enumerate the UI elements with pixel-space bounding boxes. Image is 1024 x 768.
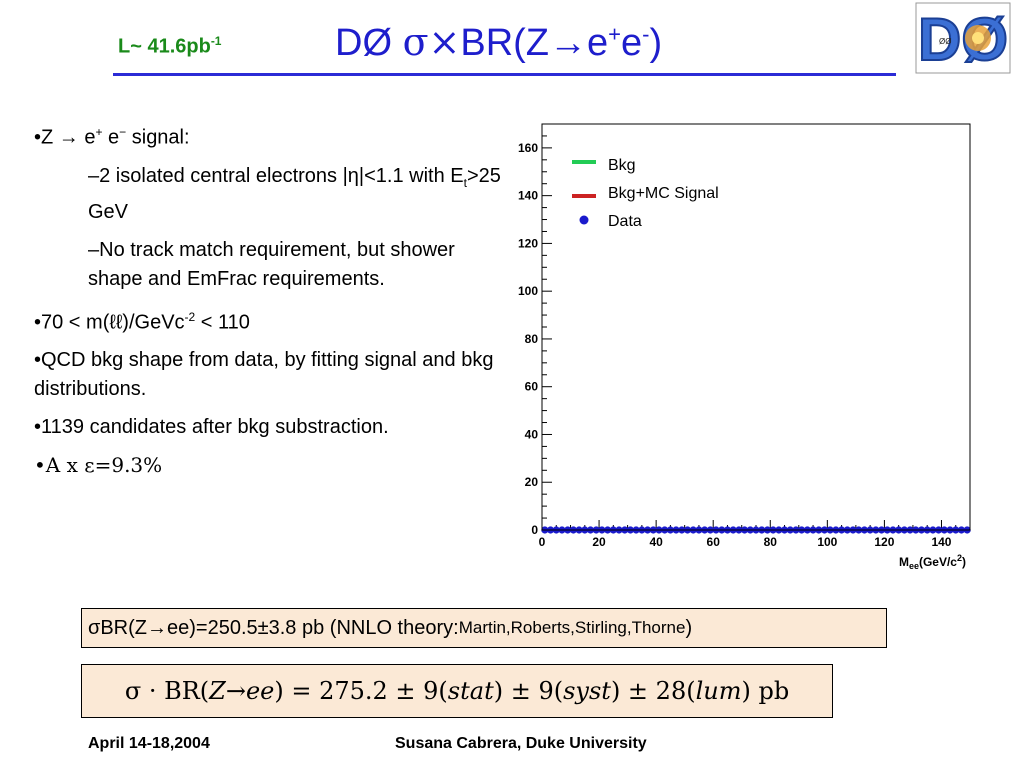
x-tick-label: 80 bbox=[764, 535, 778, 549]
legend-data-swatch bbox=[579, 215, 589, 225]
bullet-signal: •Z → e+ e− signal: bbox=[34, 125, 190, 149]
y-tick-label: 20 bbox=[525, 475, 539, 489]
bullet-candidates: •1139 candidates after bkg substraction. bbox=[34, 416, 389, 439]
x-tick-label: 120 bbox=[874, 535, 894, 549]
legend-label: Bkg+MC Signal bbox=[608, 185, 719, 202]
bullet-mass-window: •70 < m(ℓℓ)/GeVc-2 < 110 bbox=[34, 309, 250, 334]
mass-histogram: 0 20 40 60 80 100 120 140020406080100120140160 … bbox=[518, 123, 971, 571]
measured-result-box: σ · BR(Z → ee) = 275.2 ± 9(stat) ± 9(sys… bbox=[81, 664, 833, 718]
bullet-qcd-bkg: •QCD bkg shape from data, by fitting sig… bbox=[34, 349, 494, 401]
x-axis-label: Mee(GeV/c2) bbox=[899, 553, 966, 571]
x-tick-label: 140 bbox=[931, 535, 951, 549]
footer-date: April 14-18,2004 bbox=[88, 735, 210, 752]
y-tick-label: 140 bbox=[518, 189, 538, 203]
plot-frame bbox=[541, 123, 971, 531]
y-tick-label: 120 bbox=[518, 236, 538, 250]
slide-title: DØ σ×BR(Z→e+e-) bbox=[335, 20, 663, 64]
bullet-acceptance: •A x ε=9.3% bbox=[34, 453, 163, 478]
x-tick-label: 0 bbox=[539, 535, 546, 549]
y-tick-label: 100 bbox=[518, 284, 538, 298]
sub-bullet-electrons: –2 isolated central electrons |η|<1.1 wi… bbox=[88, 164, 501, 223]
y-tick-label: 160 bbox=[518, 141, 538, 155]
d0-logo: DØ ØØ bbox=[915, 2, 1011, 74]
y-tick-label: 0 bbox=[531, 523, 538, 537]
x-tick-label: 20 bbox=[592, 535, 606, 549]
theory-result-box: σBR(Z→ee)=250.5±3.8 pb (NNLO theory: Mar… bbox=[81, 608, 887, 648]
x-tick-label: 100 bbox=[817, 535, 837, 549]
svg-text:DØ: DØ bbox=[918, 6, 1008, 73]
sub-bullet-track-match: –No track match requirement, but shower … bbox=[88, 238, 455, 290]
luminosity-label: L~ 41.6pb-1 bbox=[118, 34, 222, 58]
y-tick-label: 60 bbox=[525, 380, 539, 394]
x-tick-label: 60 bbox=[707, 535, 721, 549]
footer-author: Susana Cabrera, Duke University bbox=[395, 735, 647, 752]
legend-label: Bkg bbox=[608, 157, 636, 174]
y-tick-label: 80 bbox=[525, 332, 539, 346]
legend-label: Data bbox=[608, 213, 642, 230]
y-tick-label: 40 bbox=[525, 427, 539, 441]
title-underline bbox=[113, 73, 896, 76]
x-tick-label: 40 bbox=[649, 535, 663, 549]
bullet-list: •Z → e+ e− signal: –2 isolated central e… bbox=[34, 118, 504, 489]
svg-text:ØØ: ØØ bbox=[939, 37, 951, 46]
